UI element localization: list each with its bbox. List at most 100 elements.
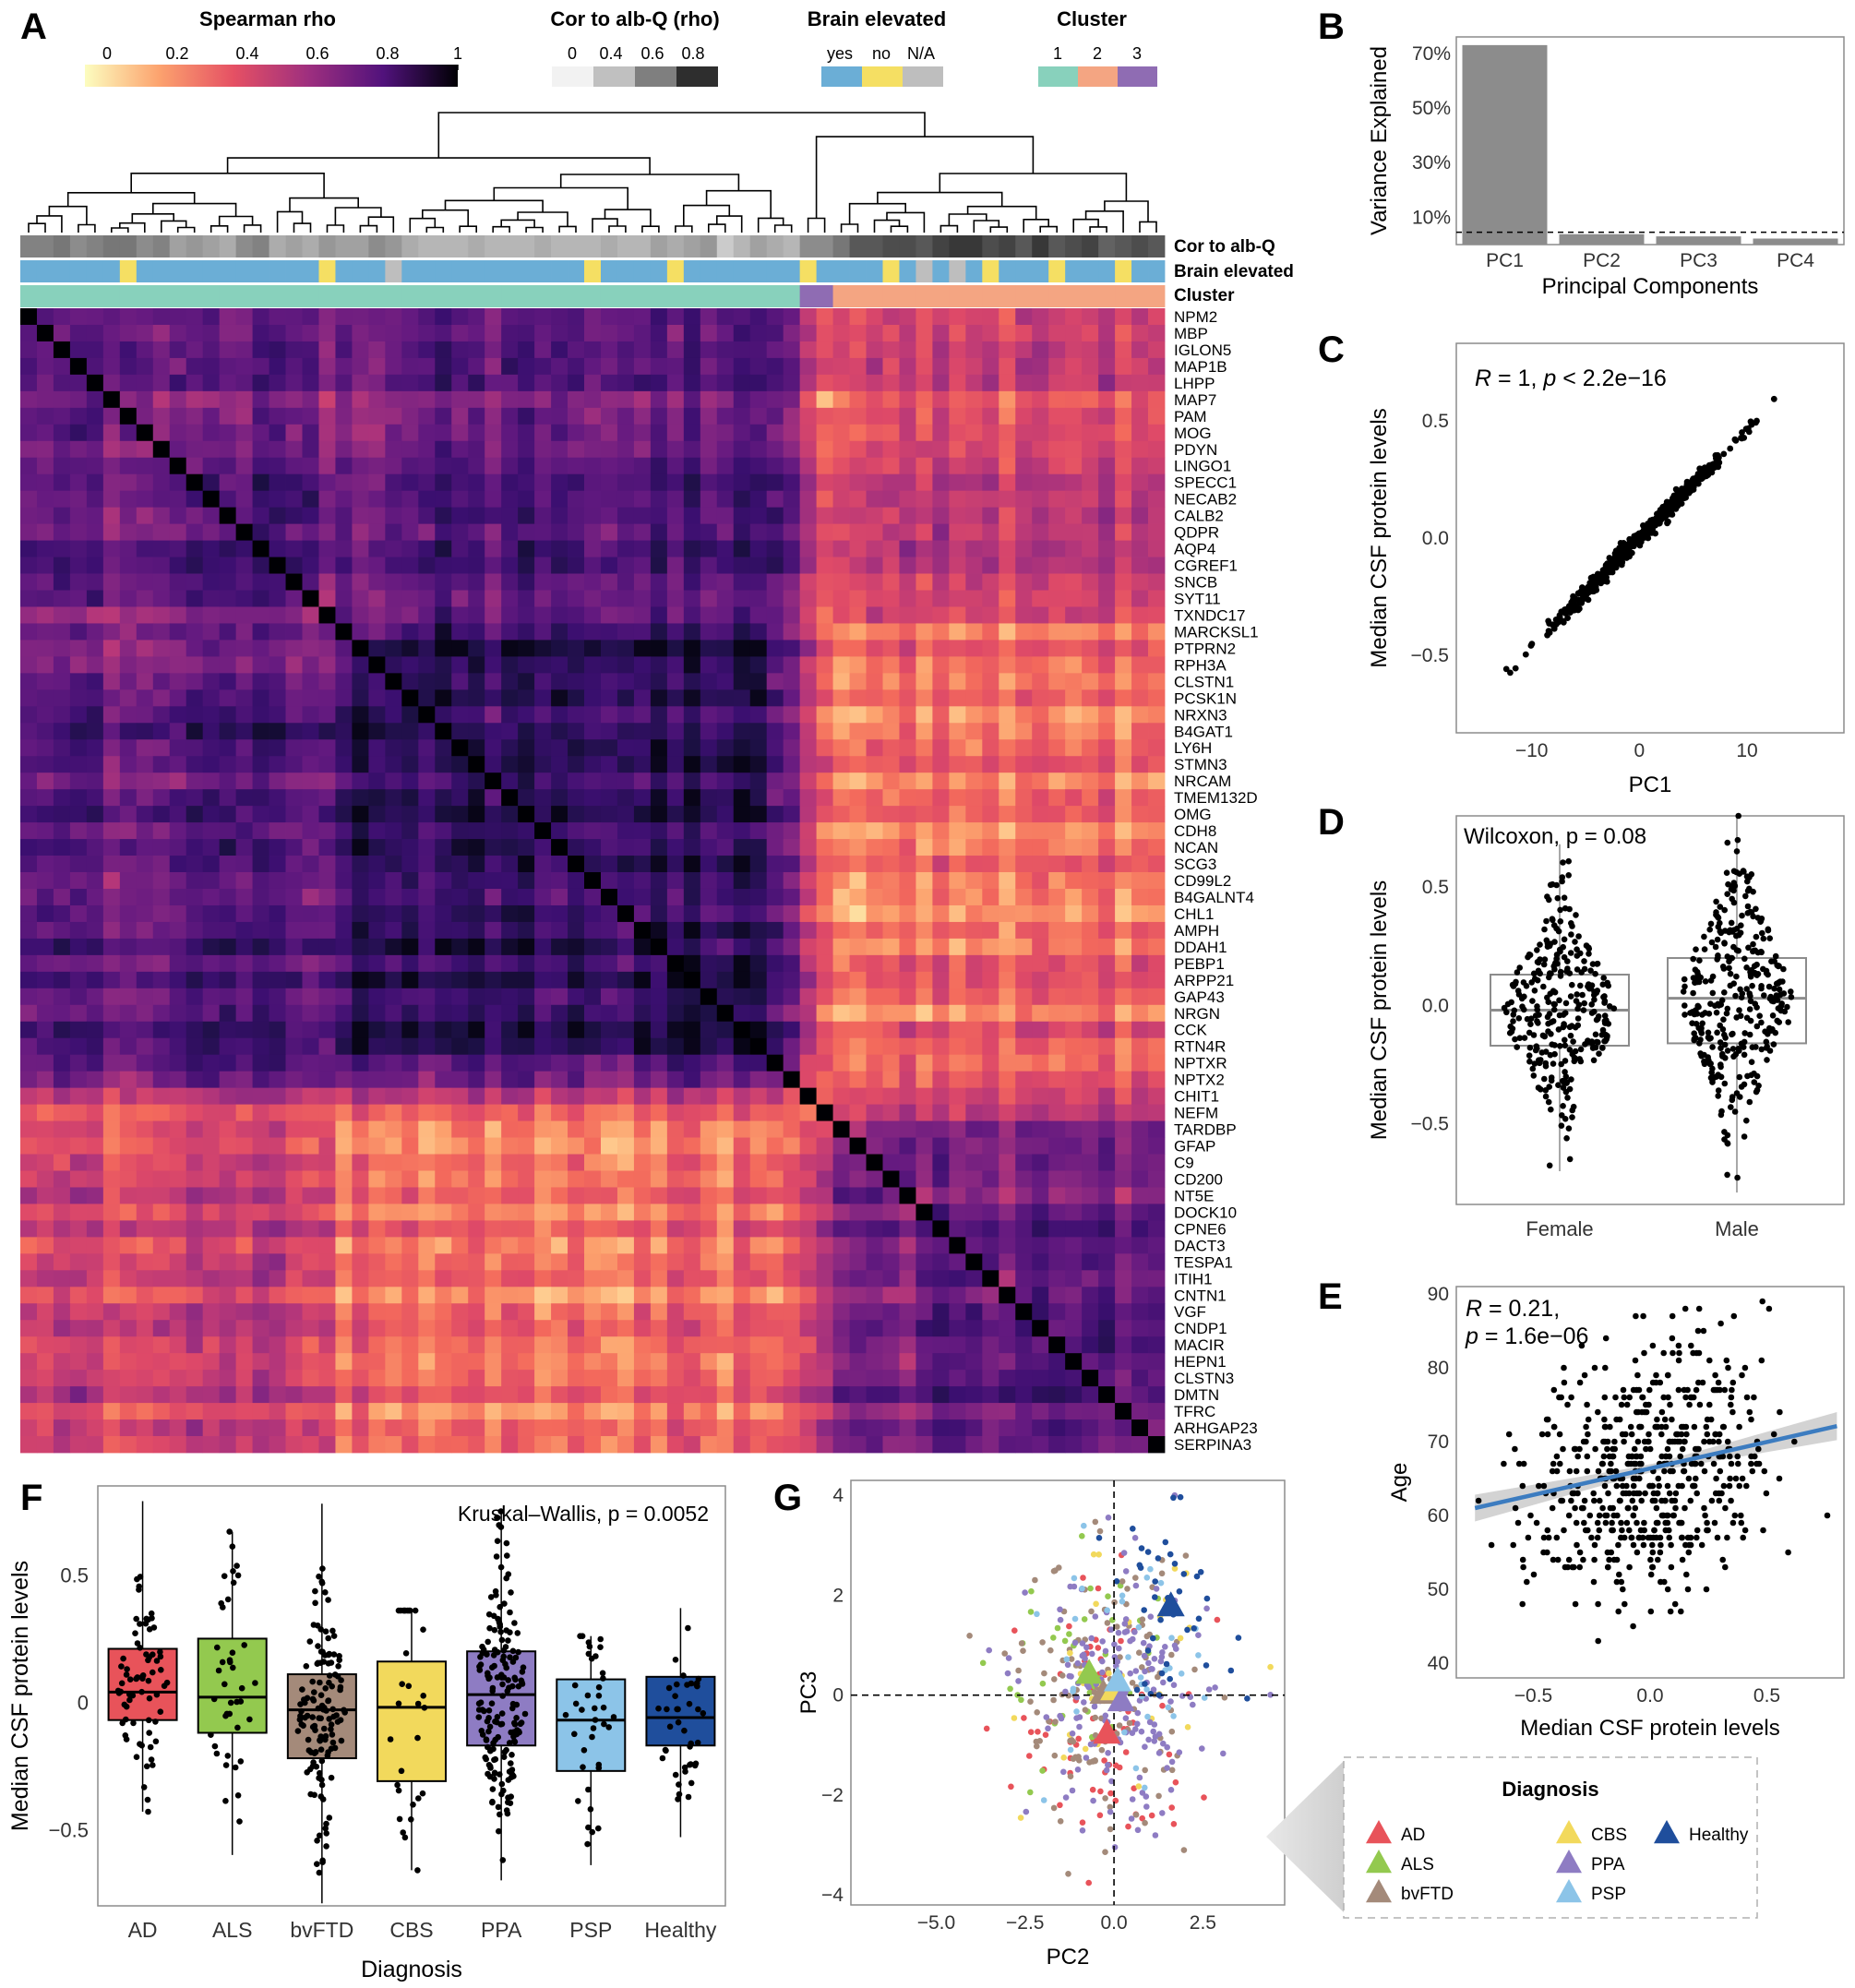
heatmap-cell bbox=[534, 606, 552, 624]
annotation-brain-elevated-cell bbox=[86, 260, 104, 282]
heatmap-cell bbox=[783, 789, 801, 807]
heatmap-cell bbox=[700, 557, 718, 574]
heatmap-cell bbox=[650, 540, 668, 557]
heatmap-cell bbox=[816, 839, 833, 856]
heatmap-cell bbox=[568, 1087, 585, 1106]
heatmap-cell bbox=[683, 1419, 701, 1437]
heatmap-cell bbox=[600, 424, 618, 442]
heatmap-cell bbox=[302, 921, 319, 940]
heatmap-cell bbox=[235, 324, 253, 342]
heatmap-cell bbox=[335, 888, 353, 906]
heatmap-cell bbox=[949, 606, 966, 624]
heatmap-cell bbox=[186, 623, 204, 641]
dendrogram-branch bbox=[886, 211, 926, 233]
heatmap-cell bbox=[285, 806, 303, 823]
heatmap-cell bbox=[1048, 1336, 1066, 1354]
heatmap-cell bbox=[119, 1320, 138, 1337]
heatmap-cell bbox=[832, 640, 850, 657]
heatmap-cell bbox=[435, 971, 452, 989]
heatmap-cell bbox=[352, 1204, 369, 1221]
annotation-cor-albq-cell bbox=[451, 235, 469, 257]
heatmap-cell bbox=[1032, 988, 1049, 1006]
heatmap-cell bbox=[186, 1054, 204, 1072]
heatmap-cell bbox=[1115, 1137, 1132, 1155]
heatmap-cell bbox=[385, 689, 402, 707]
heatmap-cell bbox=[1082, 888, 1099, 906]
heatmap-cell bbox=[1065, 1021, 1083, 1039]
heatmap-cell bbox=[932, 1087, 950, 1106]
heatmap-cell bbox=[69, 971, 88, 989]
heatmap-cell bbox=[269, 390, 286, 409]
heatmap-cell bbox=[219, 1237, 237, 1254]
heatmap-cell bbox=[932, 971, 950, 989]
heatmap-cell bbox=[252, 888, 269, 906]
heatmap-cell bbox=[352, 1303, 369, 1321]
heatmap-cell bbox=[1065, 424, 1083, 442]
heatmap-cell bbox=[36, 1370, 54, 1387]
heatmap-cell bbox=[269, 1187, 286, 1204]
heatmap-cell bbox=[1065, 689, 1083, 707]
heatmap-cell bbox=[335, 872, 353, 890]
heatmap-cell bbox=[1098, 606, 1116, 624]
heatmap-cell bbox=[716, 308, 735, 326]
heatmap-cell bbox=[169, 640, 187, 657]
heatmap-cell bbox=[501, 308, 519, 326]
heatmap-cell bbox=[401, 839, 419, 856]
heatmap-cell bbox=[186, 772, 204, 790]
heatmap-cell bbox=[683, 341, 701, 359]
heatmap-cell bbox=[568, 872, 585, 890]
heatmap-cell bbox=[1131, 473, 1149, 492]
heatmap-cell bbox=[1131, 1104, 1149, 1121]
heatmap-cell bbox=[169, 1004, 187, 1023]
heatmap-cell bbox=[252, 606, 269, 624]
heatmap-cell bbox=[633, 407, 652, 425]
heatmap-cell bbox=[119, 1370, 138, 1387]
annotation-cor-albq-cell bbox=[1148, 235, 1166, 257]
heatmap-cell bbox=[335, 954, 353, 973]
heatmap-cell bbox=[518, 856, 535, 873]
heatmap-cell bbox=[1148, 1204, 1166, 1221]
heatmap-cell bbox=[335, 839, 353, 856]
heatmap-cell bbox=[36, 954, 54, 973]
heatmap-cell bbox=[186, 806, 204, 823]
heatmap-cell bbox=[584, 1087, 602, 1106]
heatmap-cell bbox=[186, 1270, 204, 1287]
heatmap-cell bbox=[965, 308, 983, 326]
heatmap-cell bbox=[666, 590, 685, 607]
heatmap-cell bbox=[568, 1170, 585, 1188]
heatmap-cell bbox=[20, 507, 38, 525]
heatmap-cell bbox=[36, 1187, 54, 1204]
heatmap-cell bbox=[932, 1104, 950, 1121]
annotation-cor-albq-cell bbox=[269, 235, 286, 257]
heatmap-cell bbox=[816, 689, 833, 707]
heatmap-cell bbox=[766, 938, 784, 956]
heatmap-cell bbox=[136, 1104, 154, 1121]
heatmap-cell bbox=[485, 756, 502, 773]
heatmap-cell bbox=[451, 988, 469, 1006]
heatmap-cell bbox=[285, 308, 303, 326]
heatmap-cell bbox=[352, 789, 369, 807]
heatmap-cells bbox=[20, 308, 1166, 1454]
heatmap-cell bbox=[932, 822, 950, 840]
heatmap-cell bbox=[783, 540, 801, 557]
heatmap-cell bbox=[849, 1204, 867, 1221]
heatmap-cell bbox=[335, 1004, 353, 1023]
heatmap-cell bbox=[501, 606, 519, 624]
heatmap-cell bbox=[965, 540, 983, 557]
heatmap-cell bbox=[186, 856, 204, 873]
heatmap-cell bbox=[1131, 872, 1149, 890]
heatmap-cell bbox=[749, 374, 768, 392]
heatmap-cell bbox=[302, 407, 319, 425]
heatmap-cell bbox=[982, 1187, 999, 1204]
heatmap-cell bbox=[86, 1137, 104, 1155]
heatmap-cell bbox=[20, 856, 38, 873]
heatmap-cell bbox=[152, 1370, 171, 1387]
annotation-cor-albq-cell bbox=[866, 235, 883, 257]
heatmap-cell bbox=[849, 1287, 867, 1304]
heatmap-cell bbox=[418, 839, 436, 856]
heatmap-cell bbox=[616, 640, 635, 657]
heatmap-cell bbox=[916, 656, 933, 674]
heatmap-cell bbox=[401, 407, 419, 425]
heatmap-cell bbox=[53, 1303, 71, 1321]
heatmap-cell bbox=[501, 1037, 519, 1056]
